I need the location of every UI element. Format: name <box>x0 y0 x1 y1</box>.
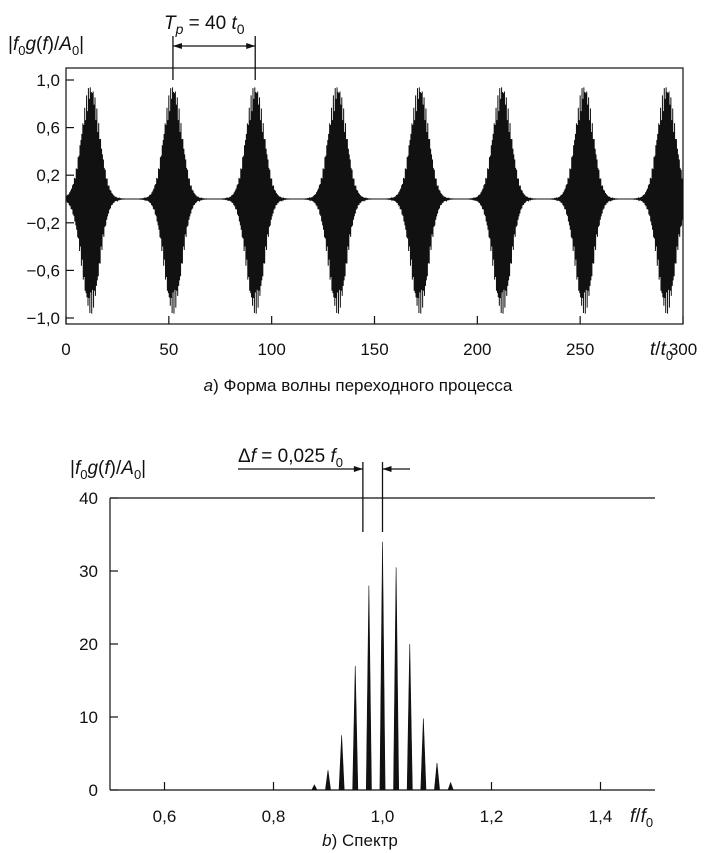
spectrum-line <box>420 718 427 791</box>
panel-a-period-marks <box>172 36 256 80</box>
panel-b-x-tick-label: 1,4 <box>589 807 613 826</box>
period-arrow-head-right <box>246 43 256 49</box>
panel-a-y-ticks: 1,0 0,6 0,2 −0,2 −0,6 −1,0 <box>26 71 74 328</box>
spectrum-line <box>447 781 454 791</box>
panel-a-x-tick-label: 150 <box>360 340 388 359</box>
panel-a-caption: a) Форма волны переходного процесса <box>204 376 513 395</box>
panel-a-x-tick-label: 100 <box>257 340 285 359</box>
spectrum-line <box>406 643 413 791</box>
panel-a-y-tick-label: −1,0 <box>26 309 60 328</box>
panel-a-x-tick-label: 200 <box>463 340 491 359</box>
panel-b-y-tick-label: 30 <box>79 562 98 581</box>
panel-a-y-tick-label: −0,6 <box>26 261 60 280</box>
panel-b-x-ticks: 0,6 0,8 1,0 1,2 1,4 <box>153 782 613 826</box>
panel-b-x-tick-label: 1,2 <box>480 807 504 826</box>
panel-b-y-tick-label: 20 <box>79 635 98 654</box>
panel-a-x-ticks: 0 50 100 150 200 250 300 <box>61 316 697 359</box>
panel-b-y-label: |f0g(f)/A0| <box>70 458 146 482</box>
panel-a-period-annotation: Tp = 40 t0 <box>164 13 245 37</box>
panel-b-x-label: f/f0 <box>630 806 653 830</box>
panel-b-delta-marks <box>238 462 410 532</box>
spectrum-line <box>338 735 345 791</box>
panel-a-x-tick-label: 0 <box>61 340 70 359</box>
period-arrow-head-left <box>172 43 182 49</box>
panel-b-y-tick-label: 40 <box>79 489 98 508</box>
delta-arrow-left-head <box>353 466 363 472</box>
panel-b-x-tick-label: 0,6 <box>153 807 177 826</box>
panel-a-x-tick-label: 300 <box>669 340 697 359</box>
panel-a: |f0g(f)/A0| Tp = 40 t0 1,0 0,6 0,2 −0,2 −0,6… <box>8 13 697 395</box>
panel-b-x-tick-label: 1,0 <box>371 807 395 826</box>
panel-a-x-tick-label: 250 <box>566 340 594 359</box>
spectrum-line <box>365 585 372 791</box>
panel-b-spectrum-lines <box>311 541 454 791</box>
spectrum-line <box>434 762 440 791</box>
spectrum-line <box>352 665 359 791</box>
spectrum-line <box>325 770 331 791</box>
panel-a-waveform <box>65 87 684 314</box>
panel-b-y-ticks: 40 30 20 10 0 <box>79 489 118 800</box>
panel-a-y-label: |f0g(f)/A0| <box>8 34 84 58</box>
panel-b-y-tick-label: 0 <box>89 781 98 800</box>
panel-a-x-label: t/t0 <box>650 339 673 363</box>
panel-b-delta-annotation: Δf = 0,025 f0 <box>238 446 343 470</box>
panel-b-y-tick-label: 10 <box>79 708 98 727</box>
spectrum-line <box>393 567 400 791</box>
spectrum-line <box>311 784 318 791</box>
spectrum-line <box>379 541 386 791</box>
panel-a-x-tick-label: 50 <box>159 340 178 359</box>
panel-a-y-tick-label: 0,6 <box>36 119 60 138</box>
panel-a-y-tick-label: −0,2 <box>26 214 60 233</box>
delta-arrow-right-head <box>382 466 392 472</box>
panel-b-caption: b) Спектр <box>322 831 398 850</box>
panel-b-x-tick-label: 0,8 <box>262 807 286 826</box>
panel-a-y-tick-label: 1,0 <box>36 71 60 90</box>
panel-a-y-tick-label: 0,2 <box>36 166 60 185</box>
